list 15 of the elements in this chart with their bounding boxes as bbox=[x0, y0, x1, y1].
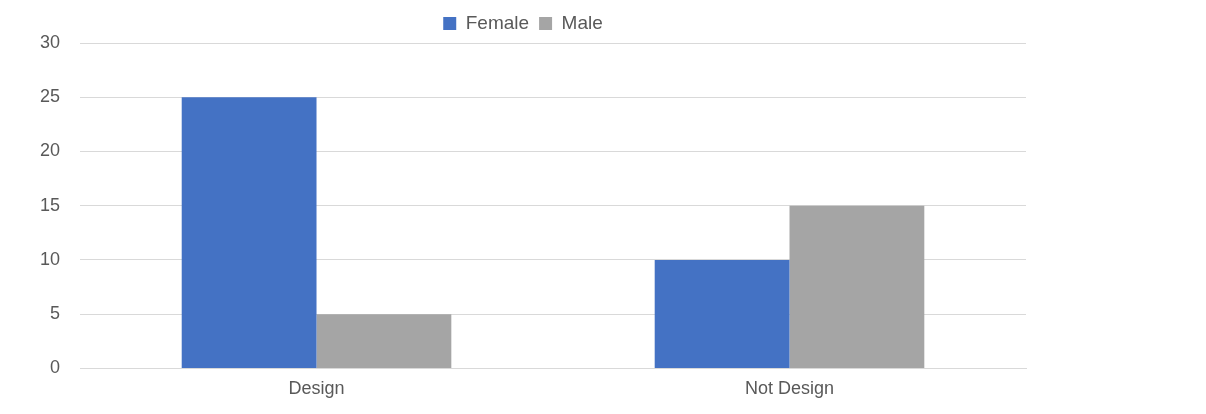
bar bbox=[316, 314, 452, 368]
y-tick-label: 5 bbox=[50, 303, 61, 324]
y-tick-label: 25 bbox=[39, 86, 61, 107]
y-tick-label: 0 bbox=[50, 357, 61, 378]
x-tick-label: Design bbox=[288, 378, 345, 399]
x-tick-label: Not Design bbox=[744, 378, 835, 399]
bar bbox=[789, 205, 925, 368]
bar bbox=[654, 259, 790, 368]
y-tick-label: 30 bbox=[39, 31, 61, 52]
legend-label: Male bbox=[561, 11, 603, 33]
y-tick-label: 20 bbox=[39, 140, 61, 161]
legend-label: Female bbox=[465, 11, 530, 33]
y-tick-label: 10 bbox=[39, 248, 61, 269]
bar bbox=[181, 97, 317, 368]
y-tick-label: 15 bbox=[39, 194, 61, 215]
